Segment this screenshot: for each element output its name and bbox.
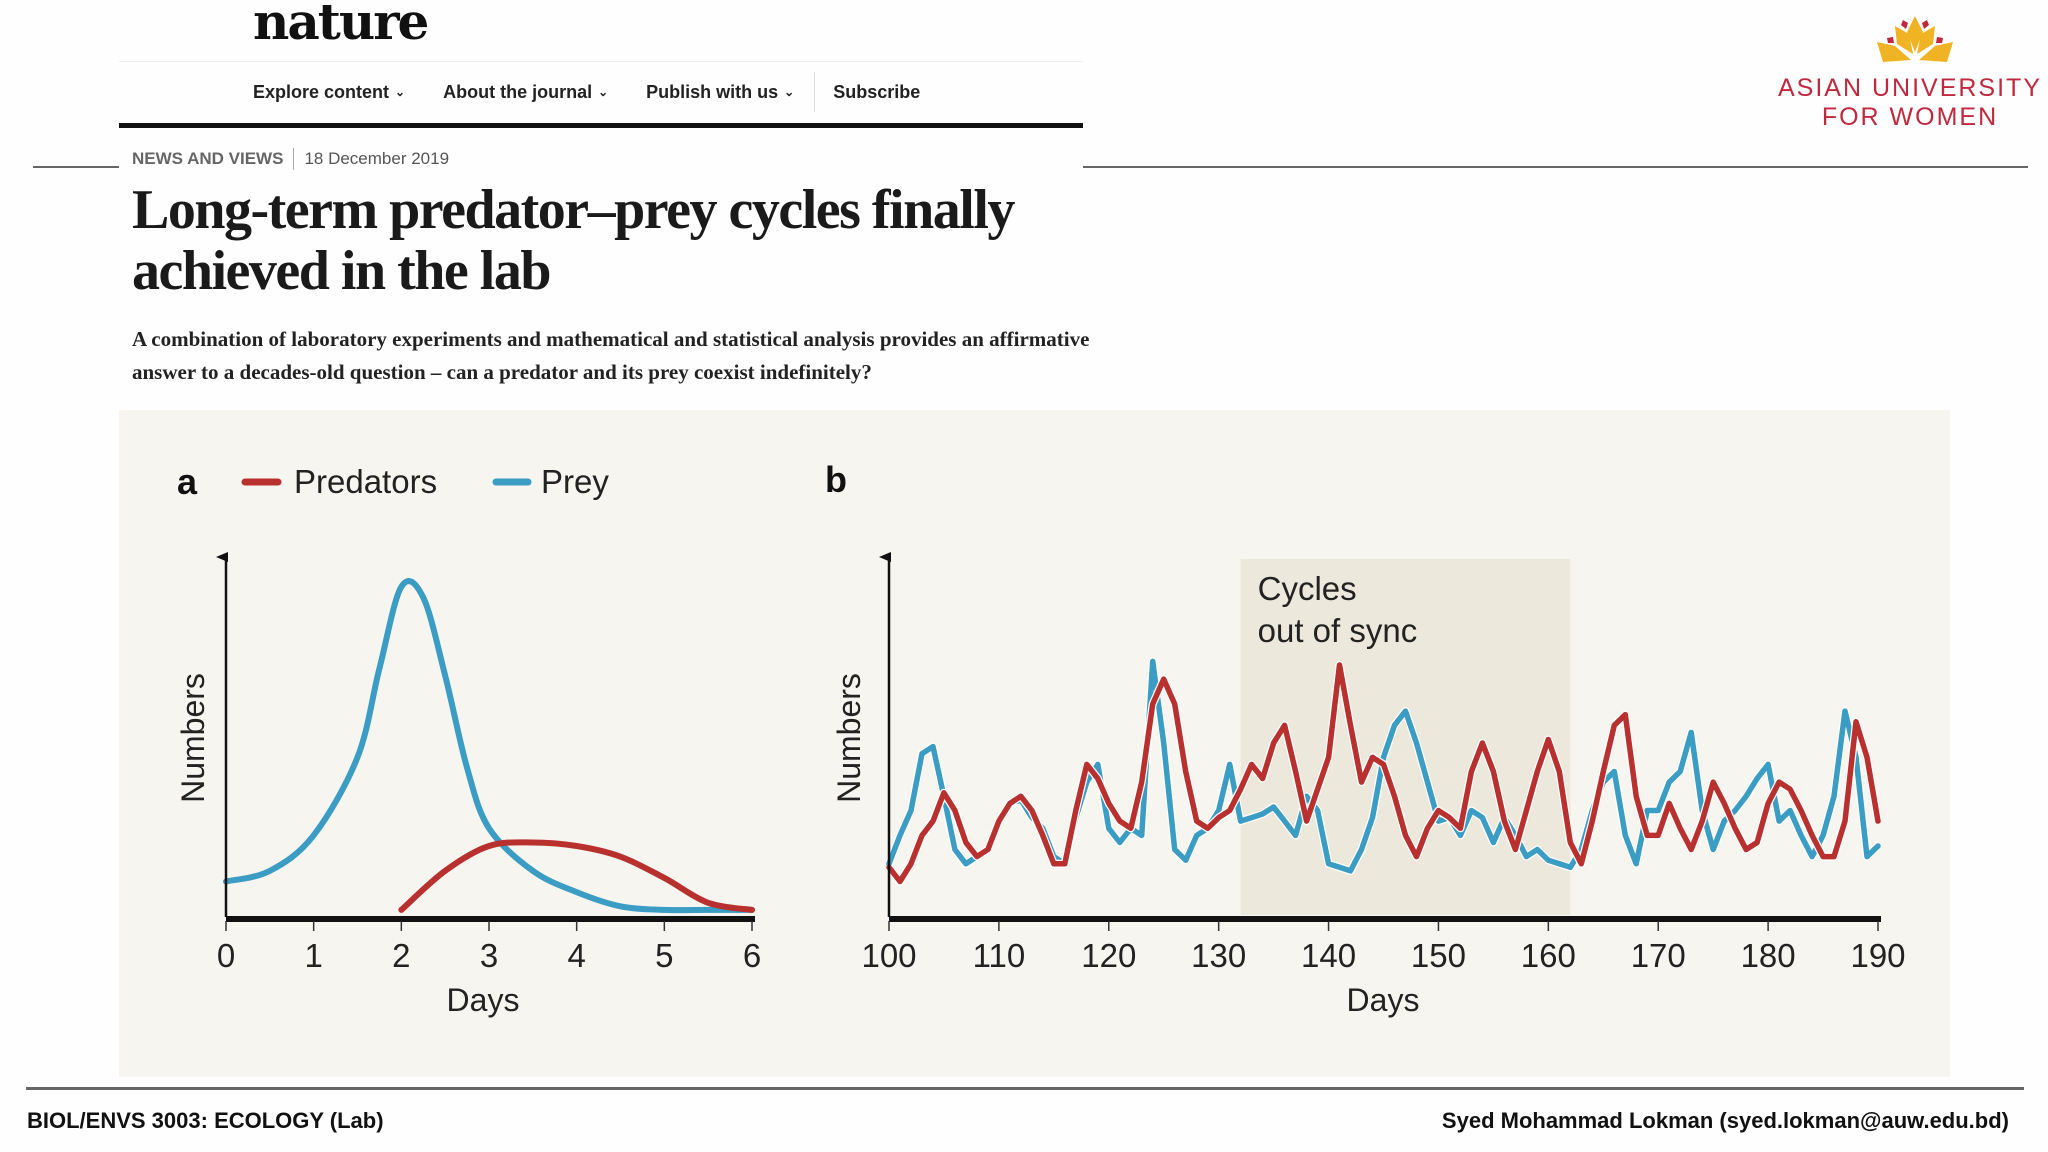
logo-line2: FOR WOMEN bbox=[1821, 103, 1999, 131]
slide-rule-left bbox=[33, 166, 119, 168]
x-tick-label: 140 bbox=[1301, 937, 1356, 974]
chevron-down-icon: ⌄ bbox=[395, 85, 406, 99]
article-title: Long-term predator–prey cycles finally a… bbox=[132, 179, 1015, 302]
nav-label: About the journal bbox=[443, 81, 593, 102]
footer-course: BIOL/ENVS 3003: ECOLOGY (Lab) bbox=[27, 1108, 384, 1133]
nav-divider bbox=[814, 72, 816, 112]
chevron-down-icon: ⌄ bbox=[784, 85, 795, 99]
x-tick-label: 180 bbox=[1741, 937, 1796, 974]
x-tick-label: 6 bbox=[743, 937, 761, 974]
x-tick-label: 130 bbox=[1191, 937, 1246, 974]
x-tick-label: 0 bbox=[217, 937, 235, 974]
auw-logo-text: ASIAN UNIVERSITY FOR WOMEN bbox=[1770, 74, 2048, 132]
header-divider bbox=[119, 61, 1083, 62]
chart-panel-a: 0 1 2 3 4 5 6 bbox=[216, 552, 761, 974]
slide-rule-right bbox=[1083, 166, 2028, 168]
nav-label: Explore content bbox=[253, 81, 390, 102]
panel-a-ylabel: Numbers bbox=[175, 673, 211, 803]
meta-divider bbox=[293, 148, 295, 170]
panel-b-ylabel: Numbers bbox=[831, 673, 867, 803]
nav-explore-content[interactable]: Explore content ⌄ bbox=[253, 82, 405, 103]
panel-b-xlabel: Days bbox=[1347, 982, 1420, 1018]
nav-label: Subscribe bbox=[833, 81, 921, 102]
x-tick-label: 120 bbox=[1081, 937, 1136, 974]
x-tick-label: 190 bbox=[1850, 937, 1905, 974]
article-standfirst: A combination of laboratory experiments … bbox=[132, 327, 1090, 384]
x-tick-label: 5 bbox=[655, 937, 673, 974]
x-tick-label: 150 bbox=[1411, 937, 1466, 974]
legend-predators-label: Predators bbox=[294, 463, 437, 500]
section-label[interactable]: NEWS AND VIEWS bbox=[132, 149, 284, 168]
footer-author: Syed Mohammad Lokman (syed.lokman@auw.ed… bbox=[1441, 1108, 2009, 1133]
logo-line1: ASIAN UNIVERSITY bbox=[1778, 74, 2042, 102]
x-tick-label: 3 bbox=[480, 937, 498, 974]
nav-subscribe[interactable]: Subscribe bbox=[833, 82, 920, 103]
series-line-predators bbox=[886, 662, 1881, 885]
panel-b-label: b bbox=[825, 459, 847, 500]
x-tick-label: 4 bbox=[567, 937, 585, 974]
header-rule bbox=[119, 123, 1083, 128]
article-date: 18 December 2019 bbox=[304, 149, 450, 168]
annotation-line2: out of sync bbox=[1258, 612, 1418, 649]
series-line-prey bbox=[223, 578, 755, 914]
series-line-predators bbox=[398, 839, 755, 913]
legend-prey-label: Prey bbox=[541, 463, 609, 500]
article-meta: NEWS AND VIEWS 18 December 2019 bbox=[132, 148, 449, 170]
x-tick-label: 2 bbox=[392, 937, 410, 974]
x-tick-label: 160 bbox=[1521, 937, 1576, 974]
annotation-line1: Cycles bbox=[1258, 570, 1357, 607]
chevron-down-icon: ⌄ bbox=[598, 85, 609, 99]
out-of-sync-region bbox=[1240, 559, 1571, 915]
x-tick-label: 100 bbox=[861, 937, 916, 974]
chart-panel-b: 100 110 120 130 140 150 160 170 180 190 bbox=[861, 552, 1906, 974]
nav-publish-with-us[interactable]: Publish with us ⌄ bbox=[646, 82, 794, 103]
nav-about-journal[interactable]: About the journal ⌄ bbox=[443, 82, 608, 103]
panel-a-xlabel: Days bbox=[447, 982, 520, 1018]
auw-lotus-logo bbox=[1877, 16, 1953, 62]
nature-logo[interactable]: nature bbox=[253, 0, 429, 51]
panel-a-label: a bbox=[177, 461, 198, 502]
nav-label: Publish with us bbox=[646, 81, 779, 102]
x-tick-label: 170 bbox=[1631, 937, 1686, 974]
x-tick-label: 1 bbox=[304, 937, 322, 974]
figure-panel bbox=[119, 410, 1950, 1077]
x-tick-label: 110 bbox=[973, 937, 1026, 974]
main-nav: Explore content ⌄ About the journal ⌄ Publ… bbox=[253, 72, 958, 112]
footer-rule bbox=[26, 1087, 2024, 1090]
